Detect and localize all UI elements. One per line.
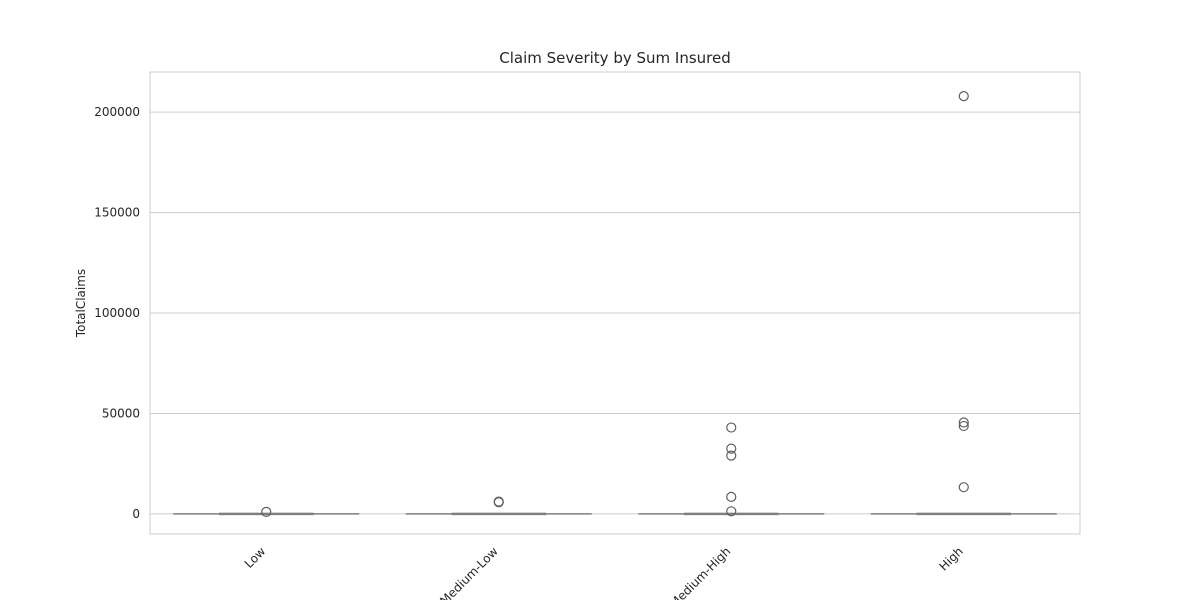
outlier-point — [726, 506, 737, 517]
x-tick-label: High — [936, 544, 965, 573]
outlier-point — [958, 482, 969, 493]
outlier-point — [958, 420, 969, 432]
outlier-point — [726, 422, 737, 433]
box-layer — [173, 91, 1057, 518]
grid-layer — [150, 111, 1080, 515]
x-tick-label: Low — [242, 544, 269, 571]
y-tick-label: 150000 — [94, 206, 140, 220]
y-tick-label: 200000 — [94, 105, 140, 119]
y-tick-label: 50000 — [102, 406, 140, 420]
x-tick-label: Medium-High — [667, 544, 733, 600]
y-tick-label: 100000 — [94, 306, 140, 320]
outlier-point — [261, 506, 272, 518]
chart-title: Claim Severity by Sum Insured — [499, 49, 731, 67]
outlier-point — [726, 491, 737, 502]
outlier-point — [958, 417, 969, 428]
plot-frame — [149, 71, 1081, 535]
box-group — [638, 422, 825, 517]
box-group — [405, 496, 592, 516]
x-tick-label: Medium-Low — [437, 544, 501, 600]
tick-layer: 0 50000 100000 150000 200000 Low Medium-Low Med… — [94, 105, 966, 600]
box-group — [173, 506, 360, 518]
outlier-point — [958, 91, 969, 102]
y-tick-label: 0 — [132, 507, 140, 521]
outlier-point — [726, 450, 737, 461]
y-axis-label: TotalClaims — [74, 269, 88, 338]
outlier-point — [726, 443, 737, 454]
outlier-point — [493, 496, 504, 507]
box-group — [870, 91, 1057, 516]
